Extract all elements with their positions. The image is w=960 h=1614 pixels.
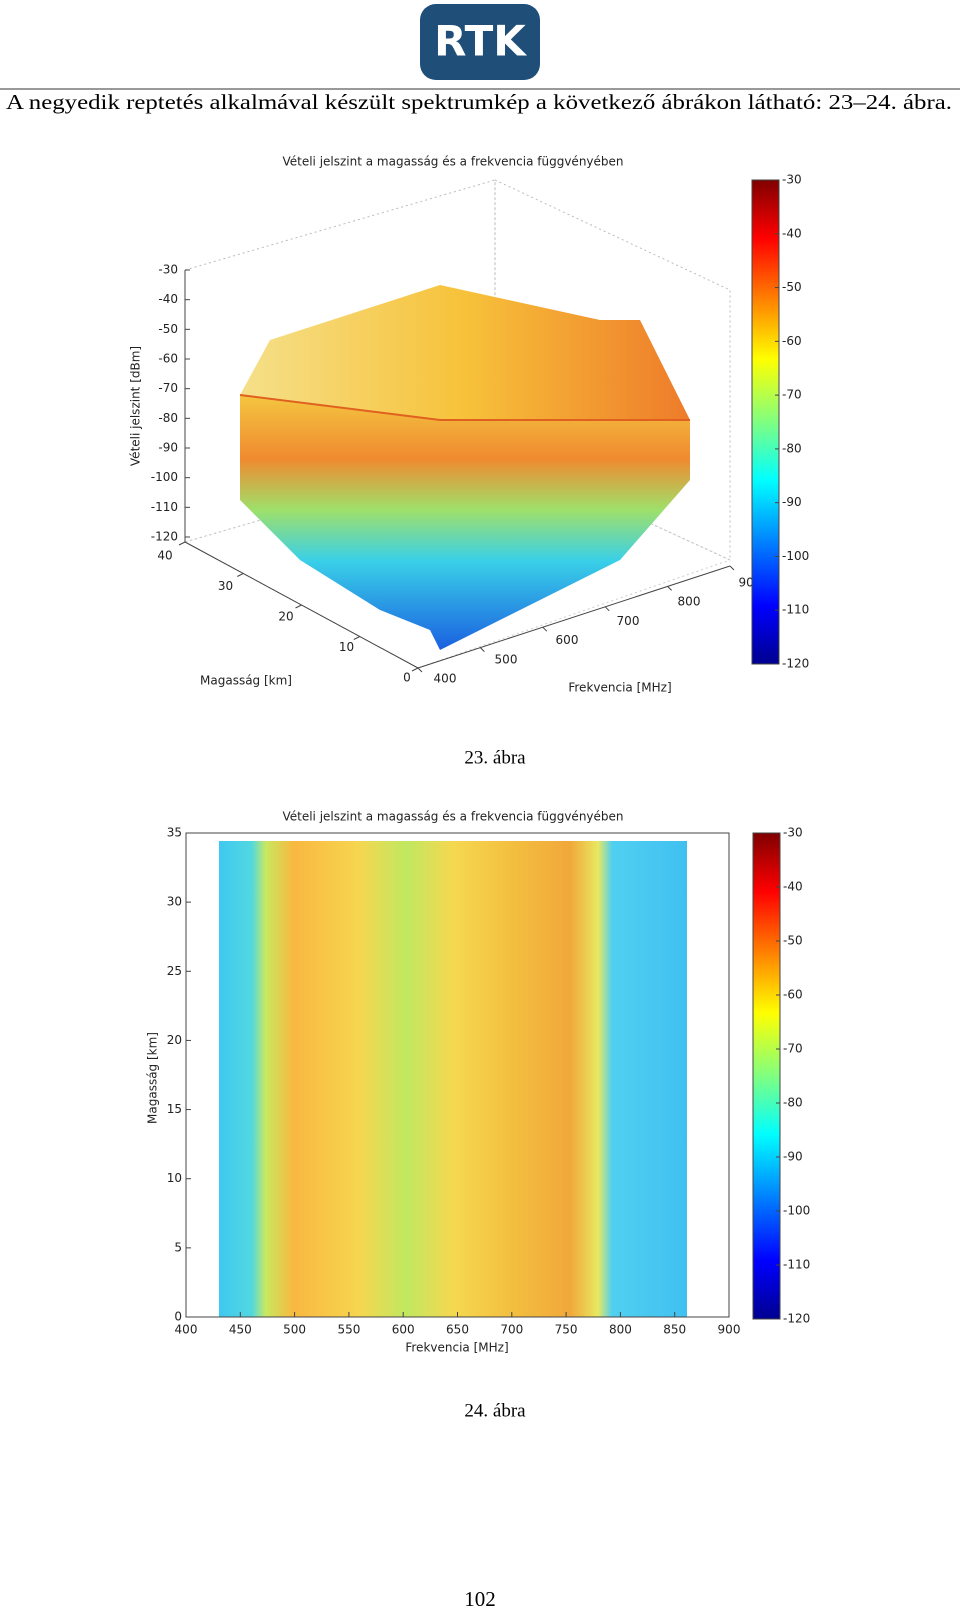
z-tick-label: -110	[151, 500, 178, 514]
page-number: 102	[464, 1587, 496, 1611]
logo-text: RTK	[434, 17, 527, 66]
x-tick-label: 800	[678, 595, 701, 609]
z-tick-label: -50	[158, 322, 178, 336]
colorbar-tick-label: -120	[783, 1312, 810, 1326]
z-tick-label: -120	[151, 530, 178, 544]
y-tick-label: 0	[403, 671, 411, 685]
y-tick	[178, 541, 186, 546]
z-tick-label: -40	[158, 292, 178, 306]
x-tick-label: 550	[337, 1323, 360, 1337]
figure-caption: 23. ábra	[464, 747, 526, 768]
colorbar-tick-label: -40	[782, 226, 802, 240]
x-tick-label: 400	[175, 1323, 198, 1337]
y-tick-label: 25	[167, 964, 182, 978]
x-tick-label: 650	[446, 1323, 469, 1337]
y-tick	[237, 573, 244, 577]
colorbar-tick-label: -50	[782, 280, 802, 294]
y-tick-label: 0	[174, 1310, 182, 1324]
colorbar-tick-label: -50	[783, 934, 803, 948]
x-tick-label: 700	[617, 614, 640, 628]
x-tick	[417, 667, 423, 673]
x-tick-label: 600	[556, 633, 579, 647]
y-tick-label: 30	[167, 895, 182, 909]
y-axis-label: Magasság [km]	[200, 674, 292, 688]
intro-text: A negyedik reptetés alkalmával készült s…	[6, 90, 952, 114]
figure-heatmap	[185, 832, 730, 1318]
colorbar-tick-label: -80	[782, 441, 802, 455]
z-tick-label: -80	[158, 411, 178, 425]
y-tick-label: 15	[167, 1102, 182, 1116]
colorbar-tick-label: -100	[782, 549, 809, 563]
colorbar-tick-label: -120	[782, 657, 809, 671]
surface-front	[240, 395, 690, 650]
x-tick	[729, 565, 735, 571]
y-tick-label: 10	[167, 1171, 182, 1185]
colorbar-tick-label: -30	[783, 826, 803, 840]
colorbar-tick-label: -90	[783, 1150, 803, 1164]
colorbar-tick-label: -70	[783, 1042, 803, 1056]
figure-3d	[183, 179, 732, 669]
x-tick	[542, 626, 548, 632]
y-tick-label: 5	[174, 1240, 182, 1254]
x-tick-label: 600	[392, 1323, 415, 1337]
z-tick-label: -100	[151, 470, 178, 484]
colorbar-tick-label: -110	[782, 603, 809, 617]
x-tick	[667, 586, 672, 591]
x-tick-label: 750	[555, 1323, 578, 1337]
z-tick-label: -30	[158, 263, 178, 277]
surface-ridge	[239, 394, 690, 421]
y-tick	[411, 667, 419, 672]
x-tick-label: 500	[283, 1323, 306, 1337]
back-wall	[184, 179, 496, 543]
x-tick-label: 400	[434, 672, 457, 686]
x-axis	[417, 565, 731, 669]
heatmap-area	[219, 841, 687, 1317]
y-tick	[295, 604, 302, 609]
x-tick-label: 450	[229, 1323, 252, 1337]
x-axis-label: Frekvencia [MHz]	[568, 681, 671, 695]
z-tick-label: -70	[158, 381, 178, 395]
y-tick-label: 20	[278, 610, 293, 624]
colorbar-tick-label: -100	[783, 1204, 810, 1218]
figure-title: Vételi jelszint a magasság és a frekvenc…	[282, 155, 623, 169]
figure-caption: 24. ábra	[464, 1400, 526, 1421]
x-tick	[604, 606, 610, 612]
colorbar-tick-label: -30	[782, 173, 802, 187]
x-tick-label: 900	[718, 1323, 741, 1337]
colorbar-tick-label: -60	[782, 334, 802, 348]
colorbar-tick-label: -80	[783, 1096, 803, 1110]
y-tick-label: 40	[157, 549, 172, 563]
colorbar-tick-label: -90	[782, 495, 802, 509]
colorbar-tick-label: -70	[782, 388, 802, 402]
x-axis-label: Frekvencia [MHz]	[405, 1341, 508, 1355]
x-tick-label: 800	[609, 1323, 632, 1337]
colorbar	[752, 832, 781, 1320]
x-tick-label: 850	[663, 1323, 686, 1337]
figure-title: Vételi jelszint a magasság és a frekvenc…	[282, 810, 623, 824]
x-tick	[480, 647, 485, 652]
z-axis-label: Vételi jelszint [dBm]	[129, 346, 143, 466]
y-tick-label: 30	[218, 579, 233, 593]
x-tick-label: 500	[495, 652, 518, 666]
z-tick-label: -90	[158, 441, 178, 455]
colorbar-tick-label: -60	[783, 988, 803, 1002]
y-tick	[353, 636, 360, 640]
y-tick-label: 35	[167, 826, 182, 840]
colorbar-tick-label: -110	[783, 1258, 810, 1272]
logo-badge	[420, 4, 540, 80]
y-tick-label: 20	[167, 1033, 182, 1047]
y-tick-label: 10	[339, 640, 354, 654]
x-tick-label: 700	[500, 1323, 523, 1337]
colorbar	[751, 179, 780, 665]
z-tick-label: -60	[158, 352, 178, 366]
colorbar-tick-label: -40	[783, 880, 803, 894]
y-axis-label: Magasság [km]	[146, 1032, 160, 1124]
